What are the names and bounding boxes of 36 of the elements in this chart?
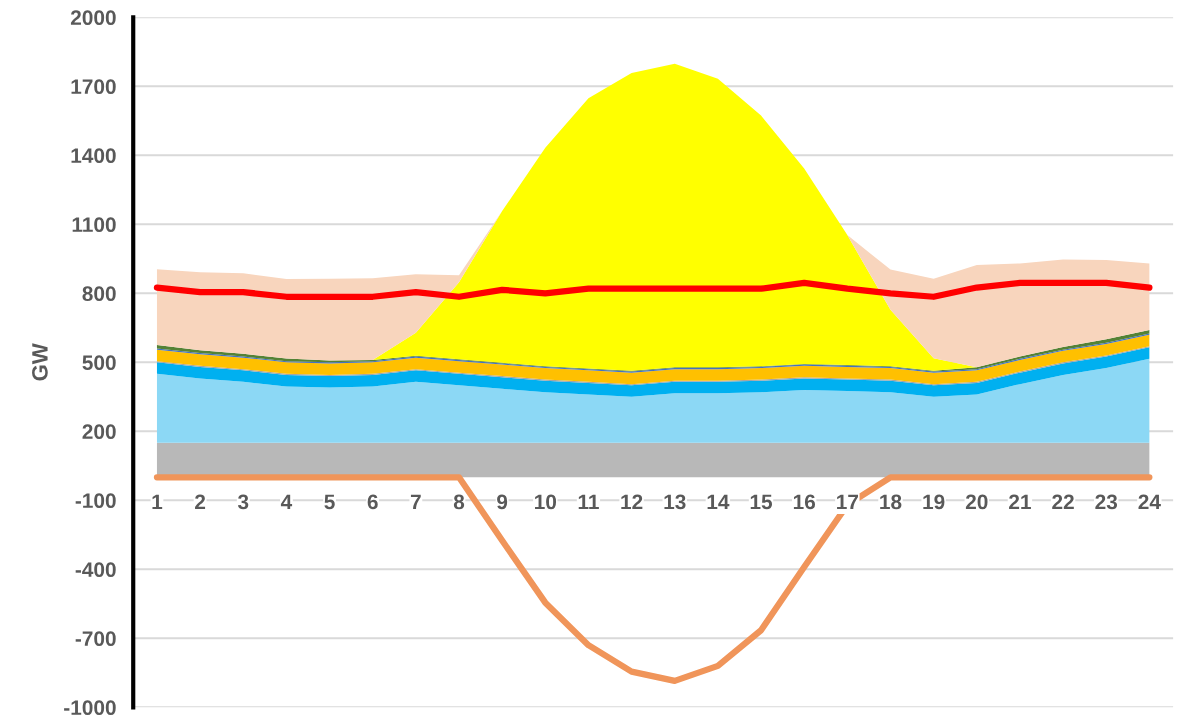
y-tick-label: 1100 <box>72 217 116 233</box>
x-tick-label: 15 <box>750 494 773 510</box>
y-tick-label: 500 <box>82 355 116 371</box>
x-tick-label: 10 <box>535 494 557 510</box>
y-tick-label: -400 <box>75 562 116 578</box>
x-tick-label: 20 <box>965 494 988 510</box>
y-tick-label: 800 <box>82 286 116 302</box>
x-tick-label: 4 <box>280 494 293 510</box>
x-tick-label: 6 <box>367 494 378 510</box>
x-tick-label: 14 <box>707 494 730 510</box>
x-tick-label: 1 <box>152 494 163 510</box>
x-tick-label: 12 <box>621 494 643 510</box>
x-tick-label: 16 <box>793 494 816 510</box>
x-tick-label: 5 <box>324 494 335 510</box>
y-tick-label: -700 <box>75 631 116 647</box>
x-tick-label: 2 <box>195 494 206 510</box>
x-tick-label: 3 <box>237 494 249 510</box>
x-tick-label: 9 <box>497 494 508 510</box>
y-tick-label: -1000 <box>64 700 116 716</box>
x-tick-label: 13 <box>664 494 686 510</box>
x-tick-label: 18 <box>880 494 902 510</box>
x-tick-label: 21 <box>1009 494 1031 510</box>
y-axis-title: GW <box>32 343 48 381</box>
y-tick-label: -100 <box>75 493 116 509</box>
x-tick-label: 11 <box>578 494 599 510</box>
x-tick-label: 23 <box>1095 494 1118 510</box>
y-tick-label: 1400 <box>71 148 116 164</box>
x-tick-label: 22 <box>1052 494 1074 510</box>
y-tick-label: 200 <box>82 424 116 440</box>
x-tick-label: 8 <box>453 494 465 510</box>
x-tick-label: 17 <box>837 494 859 510</box>
x-tick-label: 19 <box>923 494 945 510</box>
y-tick-label: 2000 <box>70 10 116 26</box>
y-tick-label: 1700 <box>71 79 116 95</box>
x-tick-label: 7 <box>410 494 421 510</box>
x-tick-label: 24 <box>1138 494 1161 510</box>
